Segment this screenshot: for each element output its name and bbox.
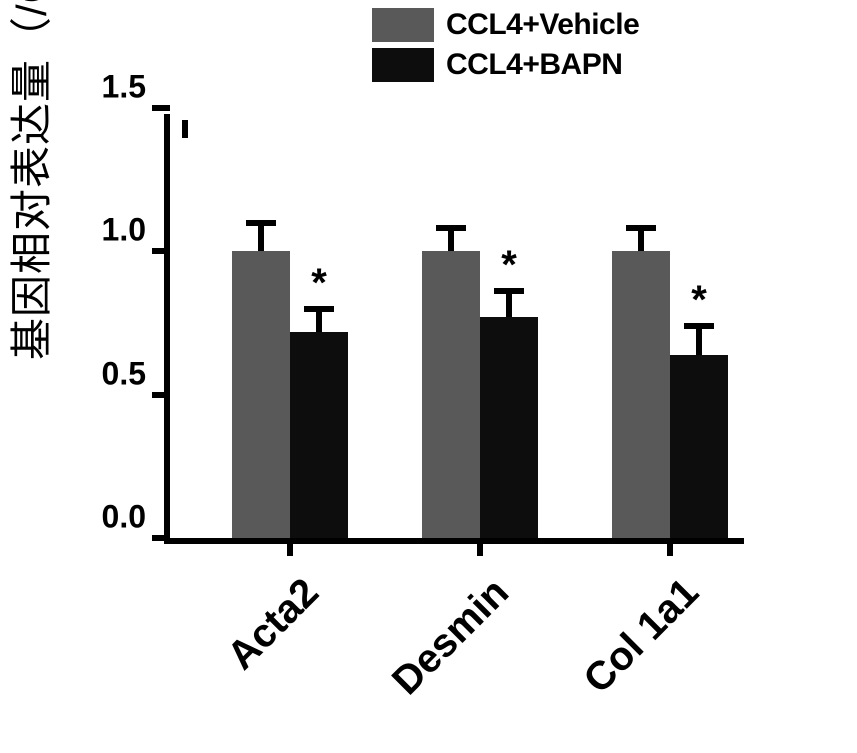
ytick-label-1: 0.5 xyxy=(84,355,146,392)
plot-area: 0.0 0.5 1.0 1.5 * * * xyxy=(164,114,744,544)
stray-tick xyxy=(182,120,188,138)
err-stem-acta2-vehicle xyxy=(258,223,264,252)
err-stem-desmin-vehicle xyxy=(448,228,454,251)
xlabel-desmin: Desmin xyxy=(384,570,518,704)
legend-item-bapn: CCL4+BAPN xyxy=(372,48,639,82)
ytick-0 xyxy=(152,535,170,541)
legend: CCL4+Vehicle CCL4+BAPN xyxy=(372,8,639,82)
err-cap-col1a1-bapn xyxy=(684,323,714,329)
err-stem-desmin-bapn xyxy=(506,291,512,317)
bar-desmin-vehicle xyxy=(422,251,480,538)
bar-col1a1-vehicle xyxy=(612,251,670,538)
xtick-col1a1 xyxy=(667,538,673,556)
sig-star-col1a1: * xyxy=(691,280,707,320)
ytick-2 xyxy=(152,248,170,254)
err-stem-acta2-bapn xyxy=(316,309,322,332)
sig-star-desmin: * xyxy=(501,245,517,285)
y-axis-label: 基因相对表达量（/GAPDH） xyxy=(0,0,59,360)
ytick-1 xyxy=(152,392,170,398)
legend-item-vehicle: CCL4+Vehicle xyxy=(372,8,639,42)
chart-figure: CCL4+Vehicle CCL4+BAPN 基因相对表达量（/GAPDH） 0… xyxy=(0,0,857,753)
bar-acta2-vehicle xyxy=(232,251,290,538)
legend-label-vehicle: CCL4+Vehicle xyxy=(446,8,639,42)
ytick-label-3: 1.5 xyxy=(84,69,146,106)
err-cap-desmin-vehicle xyxy=(436,225,466,231)
xlabel-col1a1: Col 1a1 xyxy=(575,570,707,702)
legend-label-bapn: CCL4+BAPN xyxy=(446,48,622,82)
ytick-label-2: 1.0 xyxy=(84,212,146,249)
err-cap-col1a1-vehicle xyxy=(626,225,656,231)
err-cap-acta2-bapn xyxy=(304,306,334,312)
xlabel-acta2: Acta2 xyxy=(219,570,328,679)
sig-star-acta2: * xyxy=(311,263,327,303)
bar-col1a1-bapn xyxy=(670,355,728,538)
err-cap-desmin-bapn xyxy=(494,288,524,294)
legend-swatch-bapn xyxy=(372,48,434,82)
ytick-3 xyxy=(152,105,170,111)
err-cap-acta2-vehicle xyxy=(246,220,276,226)
xtick-desmin xyxy=(477,538,483,556)
ytick-label-0: 0.0 xyxy=(84,499,146,536)
err-stem-col1a1-bapn xyxy=(696,326,702,355)
bar-desmin-bapn xyxy=(480,317,538,538)
xtick-acta2 xyxy=(287,538,293,556)
err-stem-col1a1-vehicle xyxy=(638,228,644,251)
legend-swatch-vehicle xyxy=(372,8,434,42)
bar-acta2-bapn xyxy=(290,332,348,538)
